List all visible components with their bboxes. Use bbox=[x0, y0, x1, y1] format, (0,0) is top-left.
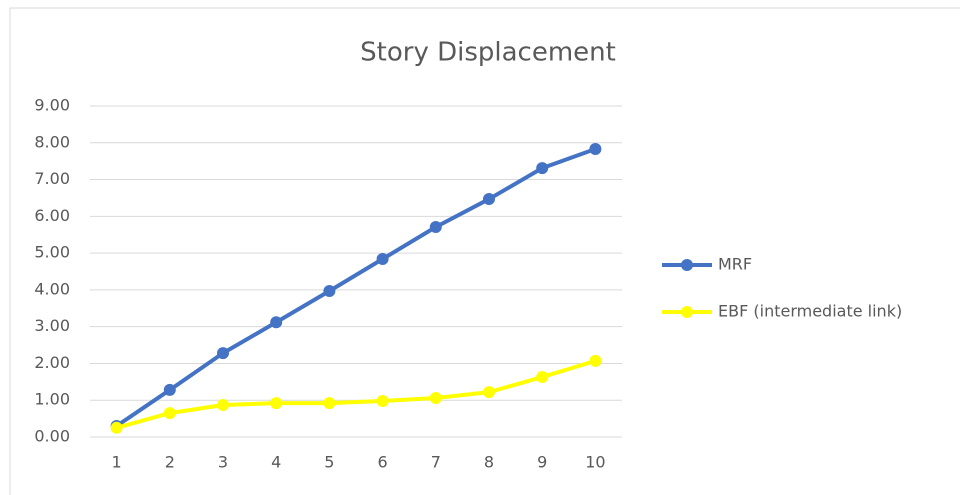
data-point bbox=[163, 383, 176, 396]
data-point bbox=[429, 220, 442, 233]
x-tick-label: 6 bbox=[378, 453, 388, 472]
y-tick-label: 7.00 bbox=[34, 169, 70, 188]
legend-label: EBF (intermediate link) bbox=[718, 302, 902, 321]
y-tick-label: 2.00 bbox=[34, 353, 70, 372]
chart-title: Story Displacement bbox=[360, 38, 616, 68]
y-tick-label: 3.00 bbox=[34, 316, 70, 335]
y-tick-label: 8.00 bbox=[34, 132, 70, 151]
x-tick-label: 1 bbox=[112, 453, 122, 472]
legend-marker bbox=[681, 259, 693, 271]
data-point bbox=[589, 354, 602, 367]
data-point bbox=[217, 399, 229, 412]
series-line bbox=[115, 147, 597, 428]
x-tick-label: 8 bbox=[484, 453, 494, 472]
data-point bbox=[483, 193, 495, 206]
legend-label: MRF bbox=[718, 255, 752, 274]
data-point bbox=[110, 421, 123, 434]
data-point bbox=[217, 347, 229, 360]
data-point bbox=[483, 386, 495, 399]
data-point bbox=[163, 407, 176, 420]
x-tick-label: 4 bbox=[271, 453, 281, 472]
data-point bbox=[429, 392, 442, 405]
x-tick-label: 7 bbox=[431, 453, 441, 472]
data-point bbox=[376, 394, 389, 407]
y-tick-label: 4.00 bbox=[34, 279, 70, 298]
data-point bbox=[536, 371, 549, 384]
legend-marker bbox=[681, 306, 693, 318]
x-tick-label: 3 bbox=[218, 453, 228, 472]
data-point bbox=[589, 143, 602, 156]
data-point bbox=[270, 316, 283, 329]
data-point bbox=[323, 397, 336, 410]
data-point bbox=[536, 162, 549, 175]
data-point bbox=[270, 397, 283, 410]
chart-border bbox=[9, 7, 960, 495]
y-tick-label: 5.00 bbox=[34, 243, 70, 262]
y-tick-label: 6.00 bbox=[34, 206, 70, 225]
x-tick-label: 10 bbox=[585, 453, 605, 472]
y-tick-label: 1.00 bbox=[34, 390, 70, 409]
y-tick-label: 0.00 bbox=[34, 427, 70, 446]
series-line bbox=[116, 358, 596, 430]
y-tick-label: 9.00 bbox=[34, 96, 70, 115]
data-point bbox=[323, 284, 336, 297]
data-point bbox=[376, 252, 389, 265]
x-tick-label: 9 bbox=[537, 453, 547, 472]
x-tick-label: 2 bbox=[165, 453, 175, 472]
x-tick-label: 5 bbox=[324, 453, 334, 472]
